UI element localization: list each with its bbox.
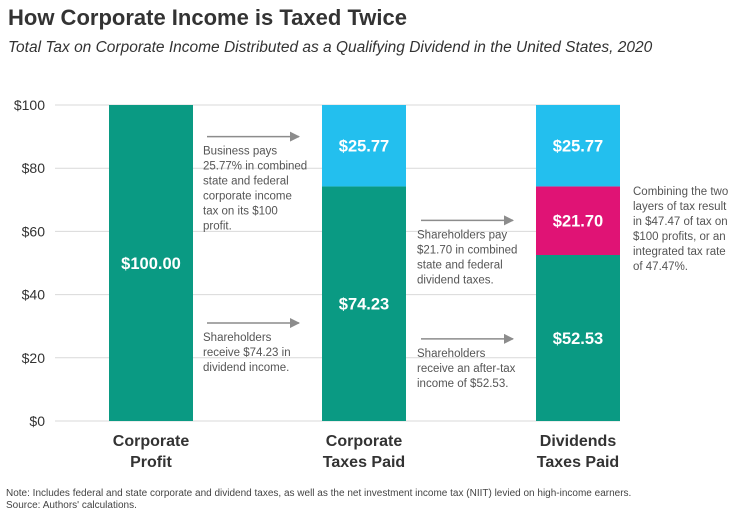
bar-value-label: $21.70 [553, 213, 603, 231]
annotation-text: $21.70 in combined [417, 244, 517, 256]
bar-value-label: $25.77 [553, 138, 603, 156]
chart-subtitle: Total Tax on Corporate Income Distribute… [8, 39, 653, 56]
category-label: Taxes Paid [537, 454, 619, 471]
annotation-text: in $47.47 of tax on [633, 216, 728, 228]
annotation-text: dividend taxes. [417, 274, 494, 286]
annotation-text: $100 profits, or an [633, 231, 726, 243]
y-tick-label: $40 [22, 287, 46, 303]
annotation-text: tax on its $100 [203, 206, 278, 218]
annotation-text: state and federal [417, 259, 503, 271]
y-tick-label: $60 [22, 223, 46, 239]
y-tick-label: $20 [22, 350, 46, 366]
annotation-text: Business pays [203, 146, 277, 158]
annotation-text: state and federal [203, 176, 289, 188]
category-label: Corporate [113, 433, 190, 450]
chart-title: How Corporate Income is Taxed Twice [8, 5, 407, 30]
annotation-text: Combining the two [633, 186, 728, 198]
annotation-text: income of $52.53. [417, 378, 508, 390]
annotation-text: dividend income. [203, 362, 289, 374]
annotation-text: of 47.47%. [633, 261, 688, 273]
annotation-text: corporate income [203, 191, 292, 203]
annotation-text: profit. [203, 221, 232, 233]
stacked-bar-chart: $0 $20 $40 $60 $80 $100 $100.00 Corporate Profit… [14, 97, 728, 471]
annotation-text: 25.77% in combined [203, 161, 307, 173]
annotation-text: Shareholders [417, 348, 486, 360]
annotation-text: layers of tax result [633, 201, 727, 213]
bar-value-label: $74.23 [339, 296, 389, 314]
note-text: Note: Includes federal and state corpora… [6, 488, 632, 499]
annotation-text: Shareholders pay [417, 229, 507, 241]
annotation-text: receive $74.23 in [203, 347, 291, 359]
source-text: Source: Authors' calculations. [6, 500, 137, 511]
category-label: Dividends [540, 433, 617, 450]
bar-segment [536, 255, 620, 421]
bar-value-label: $100.00 [121, 255, 181, 273]
bar-value-label: $25.77 [339, 138, 389, 156]
bar-segment [322, 105, 406, 187]
annotation-text: Shareholders [203, 332, 272, 344]
annotation-text: integrated tax rate [633, 246, 726, 258]
y-tick-label: $0 [29, 413, 45, 429]
y-tick-label: $100 [14, 97, 45, 113]
y-tick-label: $80 [22, 160, 46, 176]
bar-value-label: $52.53 [553, 330, 603, 348]
bar-segment [322, 186, 406, 421]
annotation-text: receive an after-tax [417, 363, 516, 375]
category-label: Profit [130, 454, 172, 471]
category-label: Corporate [326, 433, 403, 450]
chart-notes: Note: Includes federal and state corpora… [6, 488, 631, 512]
bar-segment [536, 105, 620, 187]
bar-segment [536, 186, 620, 256]
bar-segment [109, 105, 193, 421]
category-label: Taxes Paid [323, 454, 405, 471]
